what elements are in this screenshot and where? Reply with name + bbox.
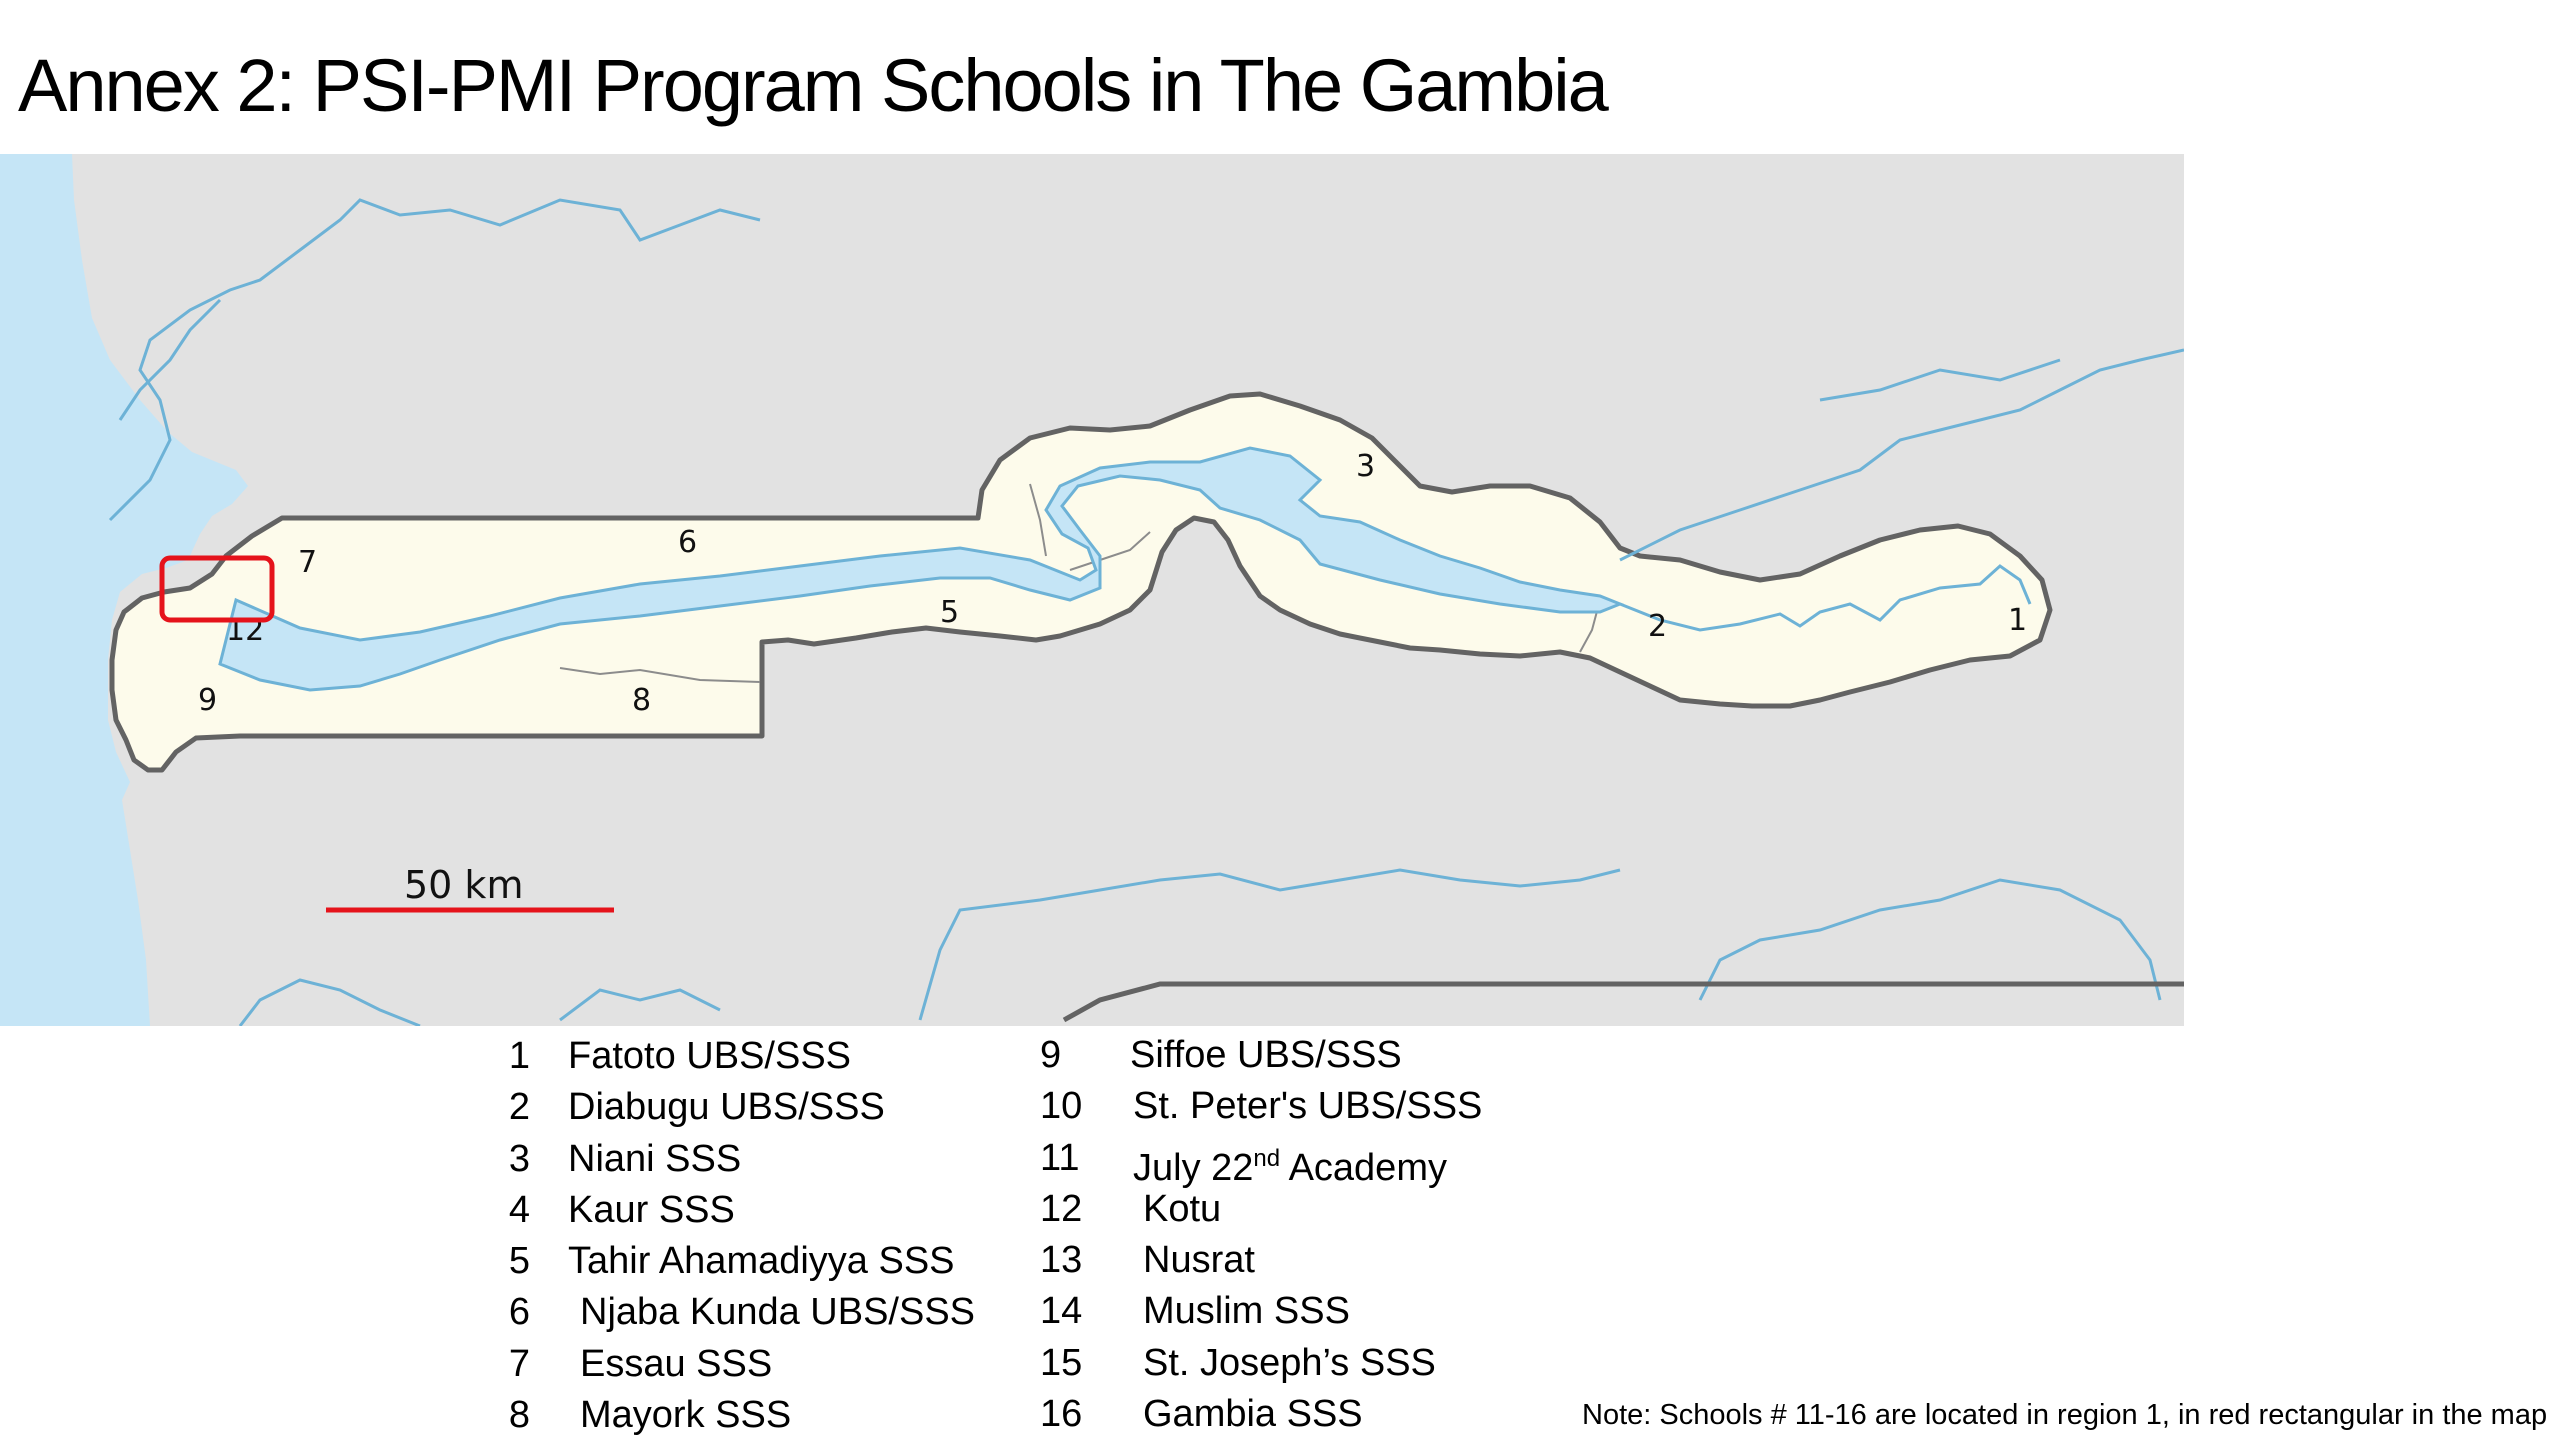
scale-label: 50 km <box>404 863 523 907</box>
region-label-2: 2 <box>1648 609 1667 644</box>
legend-number: 16 <box>1040 1393 1083 1436</box>
region-label-9: 9 <box>198 683 217 718</box>
gambia-river <box>218 446 1625 692</box>
school-name-part: Academy <box>1280 1146 1447 1189</box>
legend-number: 11 <box>1040 1136 1080 1179</box>
school-name: Gambia SSS <box>1143 1393 1363 1436</box>
atlantic-ocean <box>0 154 248 1026</box>
legend-number: 3 <box>508 1137 530 1180</box>
school-name: Niani SSS <box>568 1137 742 1180</box>
legend-number: 12 <box>1040 1187 1083 1230</box>
river-south <box>918 868 1621 1021</box>
legend-number: 10 <box>1040 1085 1083 1128</box>
school-name: Fatoto UBS/SSS <box>568 1035 852 1077</box>
gambia-map[interactable]: 1 2 3 5 6 7 8 9 12 50 km <box>0 154 2184 1026</box>
school-name: July 22nd Academy <box>1133 1133 1447 1194</box>
region-label-6: 6 <box>678 525 697 560</box>
river-east <box>1619 564 2032 632</box>
legend-number: 4 <box>508 1188 530 1231</box>
school-name: Tahir Ahamadiyya SSS <box>568 1240 955 1283</box>
school-name: Mayork SSS <box>580 1394 792 1437</box>
school-name: Muslim SSS <box>1143 1290 1350 1333</box>
guinea-bissau-border <box>1062 981 2184 1023</box>
river-south-west <box>238 978 421 1026</box>
school-name: Diabugu UBS/SSS <box>568 1086 885 1129</box>
region-label-5: 5 <box>940 595 959 630</box>
legend-number: 9 <box>1040 1034 1062 1076</box>
region-label-7: 7 <box>298 545 317 580</box>
river-northeast <box>1619 348 2184 562</box>
legend-number: 6 <box>508 1291 530 1334</box>
regional-boundary <box>559 483 1601 683</box>
school-name: Siffoe UBS/SSS <box>1130 1034 1402 1076</box>
school-name: Kotu <box>1143 1187 1222 1230</box>
legend-number: 1 <box>508 1035 530 1077</box>
legend-number: 13 <box>1040 1239 1083 1282</box>
school-name-part: July 22 <box>1133 1146 1254 1189</box>
region-label-8: 8 <box>632 683 651 718</box>
school-name: Njaba Kunda UBS/SSS <box>580 1291 976 1334</box>
school-name: St. Peter's UBS/SSS <box>1133 1085 1483 1128</box>
legend-number: 8 <box>508 1394 530 1437</box>
river-northeast-2 <box>1819 358 2061 402</box>
river-south-mid <box>559 988 721 1022</box>
school-name: Kaur SSS <box>568 1188 735 1231</box>
legend-number: 5 <box>508 1240 530 1283</box>
footnote: Note: Schools # 11-16 are located in reg… <box>1582 1399 2548 1431</box>
region-label-3: 3 <box>1356 449 1375 484</box>
legend-number: 7 <box>508 1342 530 1385</box>
highlight-rectangle <box>159 555 275 623</box>
legend-number: 14 <box>1040 1290 1083 1333</box>
legend-number: 2 <box>508 1086 530 1129</box>
river-south-2 <box>1698 878 2162 1001</box>
ordinal-suffix: nd <box>1253 1144 1281 1172</box>
slide-title: Annex 2: PSI-PMI Program Schools in The … <box>18 44 1609 127</box>
river-north-2 <box>118 298 222 421</box>
region-label-1: 1 <box>2008 603 2027 638</box>
school-name: Nusrat <box>1143 1239 1255 1282</box>
school-name: Essau SSS <box>580 1342 773 1385</box>
school-name: St. Joseph’s SSS <box>1143 1341 1436 1384</box>
river-north <box>108 198 761 522</box>
legend-number: 15 <box>1040 1341 1083 1384</box>
